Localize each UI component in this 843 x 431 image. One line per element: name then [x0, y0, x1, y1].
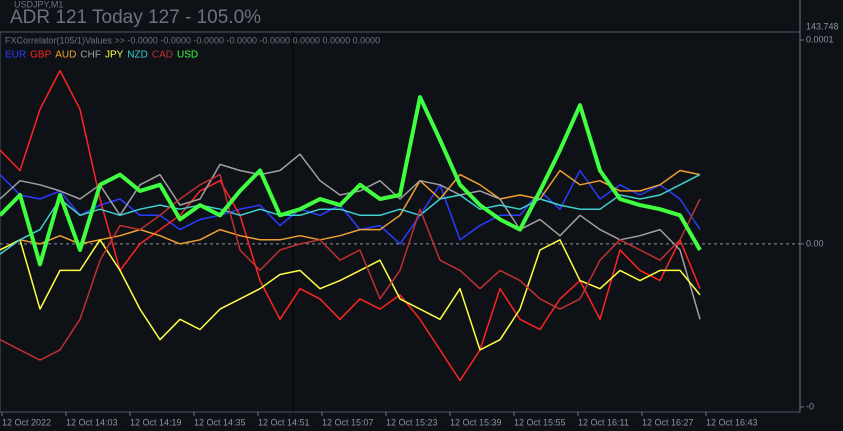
series-line: [0, 169, 701, 251]
x-tick-label: 12 Oct 16:11: [578, 417, 629, 427]
x-tick-label: 12 Oct 2022: [2, 417, 51, 427]
series-line: [0, 169, 701, 245]
x-tick-label: 12 Oct 16:43: [706, 417, 758, 427]
x-tick-label: 12 Oct 16:27: [642, 417, 694, 427]
x-tick-label: 12 Oct 14:35: [194, 417, 246, 427]
y-tick-label: -0: [806, 401, 814, 411]
series-line: [0, 153, 701, 320]
legend-entry: NZD: [127, 50, 148, 61]
legend-entry: USD: [177, 50, 198, 61]
legend-entry: JPY: [105, 50, 124, 61]
y-tick-label: 0.00: [806, 238, 824, 248]
legend-entry: CHF: [80, 50, 101, 61]
legend-entry: GBP: [30, 50, 51, 61]
x-tick-label: 12 Oct 15:55: [514, 417, 566, 427]
legend-entry: EUR: [5, 50, 26, 61]
series-line: [0, 239, 701, 351]
price-label: 143.748: [806, 21, 839, 31]
series-line: [0, 69, 701, 382]
symbol: USDJPY,M1: [14, 0, 63, 9]
plot-frame: [0, 31, 801, 413]
series-line: [0, 173, 701, 255]
legend-entry: CAD: [152, 50, 173, 61]
x-tick-label: 12 Oct 14:51: [258, 417, 310, 427]
series-line: [0, 95, 702, 267]
x-tick-label: 12 Oct 15:39: [450, 417, 502, 427]
legend-entry: AUD: [55, 50, 76, 61]
y-tick-label: 0.0001: [806, 34, 834, 44]
adr-text: ADR 121 Today 127 - 105.0%: [10, 7, 261, 28]
x-tick-label: 12 Oct 14:19: [130, 417, 182, 427]
series-line: [0, 173, 701, 361]
indicator-label: FXCorrelator(105/1)Values >> -0.0000 -0.…: [5, 35, 380, 45]
x-tick-label: 12 Oct 15:07: [322, 417, 374, 427]
x-tick-label: 12 Oct 14:03: [66, 417, 118, 427]
x-tick-label: 12 Oct 15:23: [386, 417, 438, 427]
